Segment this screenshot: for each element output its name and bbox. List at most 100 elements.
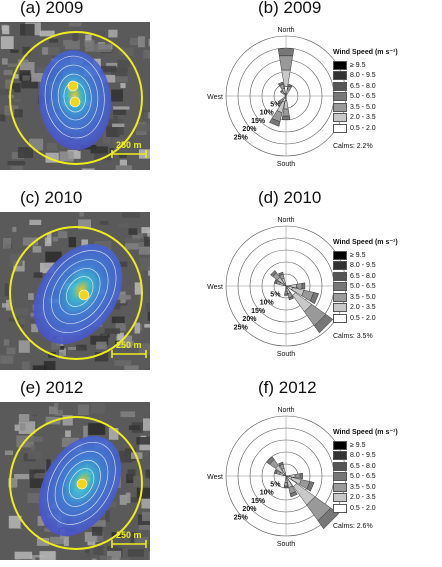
- rose-petal-segment: [299, 472, 303, 480]
- legend-item: 0.5 - 2.0: [333, 503, 428, 514]
- legend-label: 2.0 - 3.5: [350, 494, 376, 502]
- legend-item: 5.0 - 6.5: [333, 472, 428, 483]
- legend-item: 5.0 - 6.5: [333, 92, 428, 103]
- ring-label: 5%: [270, 291, 281, 298]
- ring-label: 25%: [234, 324, 249, 331]
- scale-label: 250 m: [116, 530, 142, 540]
- direction-north: North: [277, 407, 294, 414]
- legend-swatch: [333, 282, 347, 292]
- rose-petal-segment: [294, 473, 301, 479]
- rose-petal-segment: [284, 482, 288, 487]
- legend-swatch: [333, 81, 347, 91]
- ring-label: 15%: [251, 118, 266, 125]
- legend-swatch: [333, 92, 347, 102]
- legend-swatch: [333, 261, 347, 271]
- legend-item: 0.5 - 2.0: [333, 123, 428, 134]
- rose-petal-segment: [301, 282, 306, 290]
- wind-speed-legend-2009: Wind Speed (m s⁻¹) ≥ 9.5 8.0 - 9.5 6.5 - 8.…: [333, 48, 428, 150]
- study-area-circle: [9, 416, 143, 550]
- legend-item: 0.5 - 2.0: [333, 313, 428, 324]
- legend-label: ≥ 9.5: [350, 251, 366, 259]
- direction-west: West: [207, 474, 223, 481]
- legend-label: 2.0 - 3.5: [350, 304, 376, 312]
- legend-title: Wind Speed (m s⁻¹): [333, 239, 398, 246]
- panel-title-b: (b) 2009: [258, 0, 322, 17]
- rose-petal-segment: [277, 100, 282, 105]
- rose-petal-segment: [309, 292, 320, 305]
- scale-label: 250 m: [116, 140, 142, 150]
- legend-item: 2.0 - 3.5: [333, 493, 428, 504]
- legend-swatch: [333, 472, 347, 482]
- rose-petal-segment: [278, 81, 284, 86]
- scale-bar: 250 m: [111, 530, 147, 548]
- ring-label: 25%: [234, 514, 249, 521]
- rose-petal-segment: [283, 485, 289, 489]
- panel-title-e: (e) 2012: [20, 378, 84, 397]
- legend-swatch: [333, 313, 347, 323]
- wind-rose-2012: NorthSouthEastWest5%10%15%20%25%: [196, 402, 346, 567]
- legend-label: 6.5 - 8.0: [350, 82, 376, 90]
- legend-label: 5.0 - 6.5: [350, 93, 376, 101]
- direction-north: North: [277, 217, 294, 224]
- hotspot: [67, 80, 79, 92]
- rose-petal-segment: [270, 270, 277, 277]
- concentration-map-2012: 250 m: [0, 402, 150, 560]
- calms-label: Calms: 2.2%: [333, 142, 373, 150]
- legend-item: 2.0 - 3.5: [333, 303, 428, 314]
- legend-title: Wind Speed (m s⁻¹): [333, 429, 398, 436]
- direction-north: North: [277, 27, 294, 34]
- panel-title-d: (d) 2010: [258, 188, 322, 207]
- ring-label: 20%: [242, 316, 257, 323]
- scale-label: 250 m: [116, 340, 142, 350]
- legend-label: 5.0 - 6.5: [350, 473, 376, 481]
- legend-label: 8.0 - 9.5: [350, 452, 376, 460]
- rose-petal-segment: [281, 115, 291, 120]
- legend-item: 6.5 - 8.0: [333, 81, 428, 92]
- legend-swatch: [333, 303, 347, 313]
- legend-label: 6.5 - 8.0: [350, 462, 376, 470]
- rose-petal-segment: [306, 481, 315, 492]
- legend-item: ≥ 9.5: [333, 440, 428, 451]
- legend-label: 3.5 - 5.0: [350, 293, 376, 301]
- legend-label: 8.0 - 9.5: [350, 72, 376, 80]
- legend-label: 0.5 - 2.0: [350, 504, 376, 512]
- legend-swatch: [333, 503, 347, 513]
- legend-item: ≥ 9.5: [333, 250, 428, 261]
- rose-petal-segment: [289, 491, 298, 498]
- legend-item: 6.5 - 8.0: [333, 461, 428, 472]
- legend-swatch: [333, 60, 347, 70]
- ring-label: 25%: [234, 134, 249, 141]
- panel-title-c: (c) 2010: [20, 188, 83, 207]
- legend-swatch: [333, 493, 347, 503]
- hotspot: [69, 96, 81, 108]
- rose-petal-segment: [277, 48, 295, 57]
- rose-petal-segment: [288, 296, 294, 301]
- legend-swatch: [333, 123, 347, 133]
- study-area-circle: [9, 31, 143, 165]
- legend-item: 8.0 - 9.5: [333, 451, 428, 462]
- study-area-circle: [9, 226, 143, 360]
- legend-item: 8.0 - 9.5: [333, 71, 428, 82]
- rose-petal-segment: [288, 83, 293, 88]
- wind-speed-legend-2012: Wind Speed (m s⁻¹) ≥ 9.5 8.0 - 9.5 6.5 - 8.…: [333, 428, 428, 530]
- ring-label: 10%: [260, 300, 275, 307]
- direction-west: West: [207, 284, 223, 291]
- ring-label: 15%: [251, 498, 266, 505]
- ring-label: 10%: [260, 490, 275, 497]
- wind-rose-2009: NorthSouthEastWest5%10%15%20%25%: [196, 22, 346, 187]
- wind-speed-legend-2010: Wind Speed (m s⁻¹) ≥ 9.5 8.0 - 9.5 6.5 - 8.…: [333, 238, 428, 340]
- scale-bar: 250 m: [111, 340, 147, 358]
- rose-petal-segment: [278, 271, 284, 276]
- panel-title-f: (f) 2012: [258, 378, 317, 397]
- concentration-plume: [33, 243, 123, 345]
- legend-swatch: [333, 113, 347, 123]
- legend-swatch: [333, 250, 347, 260]
- legend-swatch: [333, 482, 347, 492]
- rose-petal-segment: [282, 108, 290, 117]
- ring-label: 10%: [260, 110, 275, 117]
- aerial-photo: [0, 22, 150, 170]
- legend-swatch: [333, 440, 347, 450]
- legend-swatch: [333, 102, 347, 112]
- rose-petal-segment: [284, 290, 288, 295]
- legend-item: 3.5 - 5.0: [333, 482, 428, 493]
